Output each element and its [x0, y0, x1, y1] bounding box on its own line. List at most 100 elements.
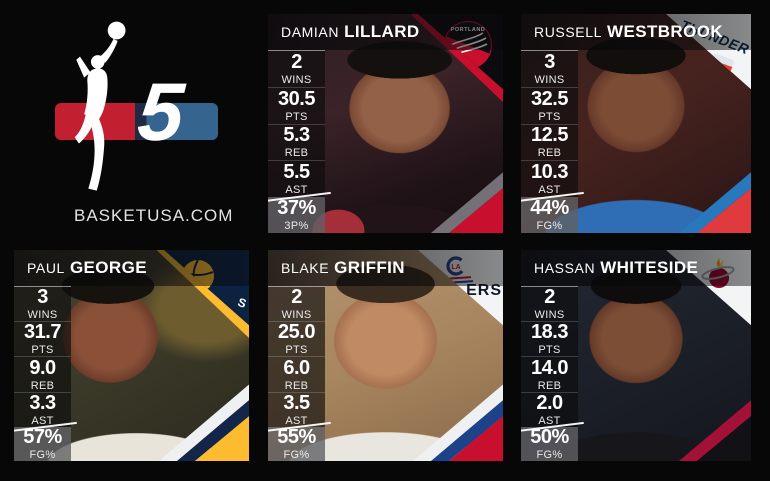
- stat-reb: 9.0 REB: [14, 356, 71, 392]
- stat-wins: 2 WINS: [521, 287, 578, 321]
- stat-label: AST: [538, 414, 561, 427]
- stat-value: 12.5: [531, 124, 568, 147]
- stat-label: AST: [538, 184, 561, 197]
- stat-shooting-pct: 44% FG%: [521, 197, 578, 233]
- player-last-name: WESTBROOK: [607, 22, 723, 41]
- stat-ast: 3.5 AST: [268, 391, 325, 427]
- stat-value: 9.0: [29, 356, 56, 379]
- stat-label: FG%: [536, 220, 563, 233]
- player-name-bar: DAMIAN LILLARD: [268, 14, 503, 50]
- stat-label: WINS: [534, 73, 565, 86]
- brand-logo: 5 BASKETUSA.COM: [0, 0, 255, 245]
- corner-stripes-clippers: [383, 373, 503, 461]
- stat-value: 2.0: [536, 391, 563, 414]
- stat-label: REB: [284, 147, 309, 160]
- stat-value: 18.3: [531, 321, 568, 344]
- stat-column: 2 WINS 18.3 PTS 14.0 REB 2.0 AST 50% FG%: [521, 286, 578, 461]
- stat-label: AST: [285, 184, 308, 197]
- corner-stripes-heat: [631, 373, 751, 461]
- stat-label: 3P%: [284, 220, 309, 233]
- player-first-name: DAMIAN: [281, 24, 340, 40]
- stat-shooting-pct: 37% 3P%: [268, 197, 325, 233]
- site-domain-text: BASKETUSA.COM: [74, 206, 234, 225]
- stat-wins: 2 WINS: [268, 51, 325, 87]
- stat-label: WINS: [27, 309, 58, 322]
- corner-stripes-pacers: [129, 373, 249, 461]
- player-name-bar: BLAKE GRIFFIN: [268, 250, 503, 286]
- stat-shooting-pct: 55% FG%: [268, 426, 325, 461]
- player-last-name: GEORGE: [69, 258, 147, 277]
- stat-label: REB: [284, 379, 309, 392]
- stat-shooting-pct: 57% FG%: [14, 425, 71, 461]
- player-name-bar: RUSSELL WESTBROOK: [521, 14, 751, 50]
- stat-label: PTS: [538, 110, 561, 123]
- corner-stripes-blazers: [383, 145, 503, 233]
- player-first-name: BLAKE: [281, 260, 330, 276]
- stat-label: WINS: [281, 73, 312, 86]
- stat-label: AST: [285, 414, 308, 427]
- stat-value: 5.3: [283, 124, 310, 147]
- stat-label: REB: [30, 379, 55, 392]
- stat-value: 2: [291, 50, 302, 73]
- stat-value: 57%: [23, 425, 62, 448]
- stat-value: 44%: [530, 197, 569, 220]
- stat-pts: 30.5 PTS: [268, 86, 325, 124]
- player-card-westbrook: THUNDER RUSSELL WESTBROOK 3 WINS 32.5 PT…: [521, 14, 751, 233]
- clippers-corner-text: ERS: [466, 282, 502, 299]
- stat-value: 31.7: [24, 321, 61, 344]
- player-last-name: GRIFFIN: [334, 258, 405, 277]
- stat-reb: 14.0 REB: [521, 356, 578, 392]
- stat-value: 6.0: [283, 356, 310, 379]
- stat-reb: 6.0 REB: [268, 356, 325, 392]
- stat-wins: 3 WINS: [521, 51, 578, 87]
- stat-ast: 3.3 AST: [14, 391, 71, 427]
- stat-label: WINS: [534, 309, 565, 322]
- player-name-bar: HASSAN WHITESIDE: [521, 250, 751, 286]
- stat-wins: 2 WINS: [268, 287, 325, 321]
- basketball-player-layup-silhouette-icon: [74, 21, 126, 191]
- stat-value: 2: [544, 286, 555, 309]
- player-first-name: HASSAN: [534, 260, 596, 276]
- stat-label: PTS: [285, 344, 308, 357]
- stat-value: 3.5: [283, 391, 310, 414]
- player-card-lillard: PORTLAND DAMIAN LILLARD 2 WINS 30.5 PTS …: [268, 14, 503, 233]
- player-last-name: LILLARD: [344, 22, 420, 41]
- player-card-whiteside: HASSAN WHITESIDE 2 WINS 18.3 PTS 14.0 RE…: [521, 250, 751, 461]
- brand-number-5: 5: [134, 67, 187, 158]
- stat-wins: 3 WINS: [14, 287, 71, 321]
- pacers-corner-text: S: [235, 295, 249, 311]
- player-first-name: RUSSELL: [534, 24, 603, 40]
- stat-value: 10.3: [531, 161, 568, 184]
- stat-value: 3: [37, 286, 48, 309]
- stat-column: 2 WINS 25.0 PTS 6.0 REB 3.5 AST 55% FG%: [268, 286, 325, 461]
- player-card-george: S PAUL GEORGE 3 WINS 31.7 PTS 9.0 REB 3.…: [14, 250, 249, 461]
- stat-value: 3.3: [29, 391, 56, 414]
- stat-label: REB: [537, 147, 562, 160]
- stat-pts: 25.0 PTS: [268, 321, 325, 356]
- stat-label: PTS: [31, 344, 54, 357]
- stat-value: 2: [291, 286, 302, 309]
- stat-pts: 32.5 PTS: [521, 86, 578, 124]
- stat-ast: 5.5 AST: [268, 160, 325, 197]
- stat-value: 50%: [530, 425, 569, 448]
- player-first-name: PAUL: [27, 260, 65, 276]
- stat-reb: 12.5 REB: [521, 123, 578, 161]
- stat-value: 5.5: [283, 161, 310, 184]
- stat-column: 2 WINS 30.5 PTS 5.3 REB 5.5 AST 37% 3P%: [268, 50, 325, 233]
- stat-label: FG%: [536, 448, 563, 461]
- stat-reb: 5.3 REB: [268, 123, 325, 161]
- stat-column: 3 WINS 32.5 PTS 12.5 REB 10.3 AST 44% FG…: [521, 50, 578, 233]
- corner-stripes-thunder: [631, 145, 751, 233]
- player-card-griffin: LA ERS BLAKE GRIFFIN 2 WINS 25.0 PTS 6.0…: [268, 250, 503, 461]
- stat-value: 37%: [277, 197, 316, 220]
- stat-pts: 18.3 PTS: [521, 321, 578, 356]
- stat-value: 3: [544, 50, 555, 73]
- stat-label: PTS: [285, 110, 308, 123]
- stat-label: PTS: [538, 344, 561, 357]
- stat-column: 3 WINS 31.7 PTS 9.0 REB 3.3 AST 57% FG%: [14, 286, 71, 461]
- stat-value: 14.0: [531, 356, 568, 379]
- stat-label: AST: [31, 414, 54, 427]
- stat-ast: 2.0 AST: [521, 391, 578, 427]
- stat-label: WINS: [281, 309, 312, 322]
